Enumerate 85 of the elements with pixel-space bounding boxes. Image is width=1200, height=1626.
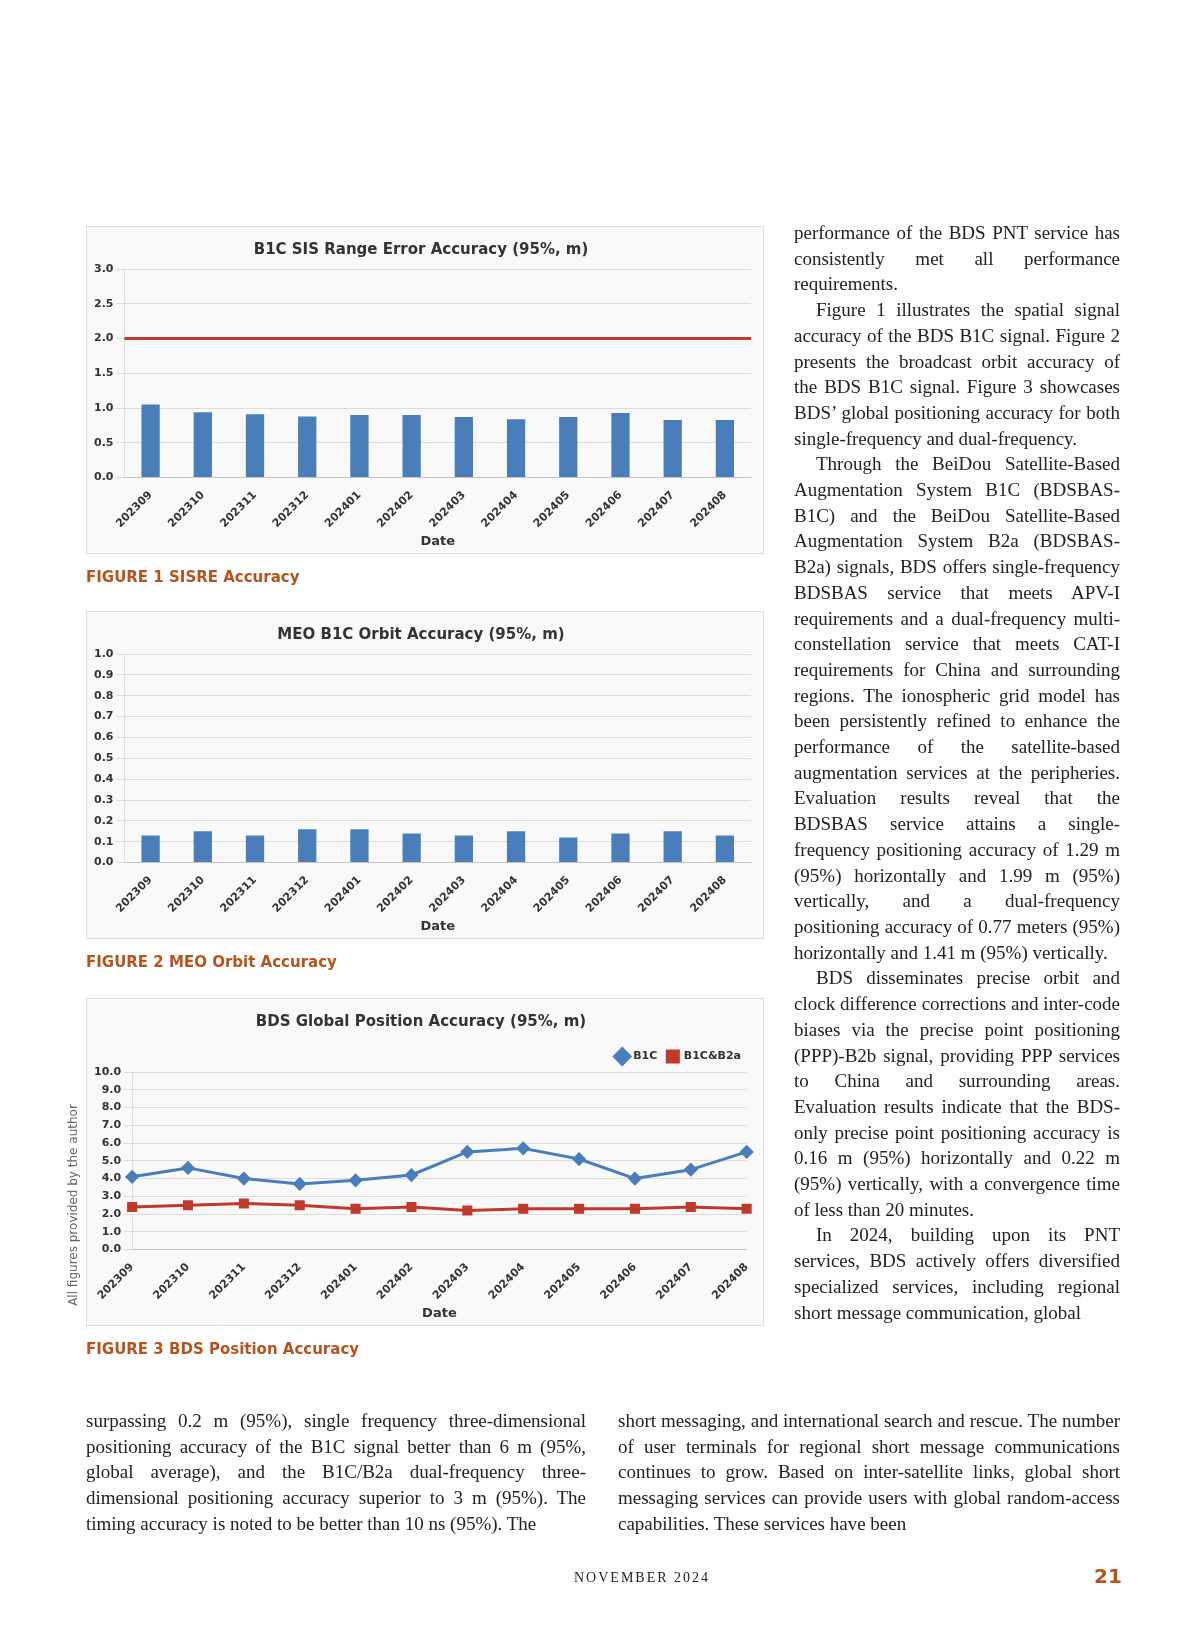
y-tick-label: 0.7 [93, 709, 114, 723]
y-tick-label: 9.0 [101, 1082, 122, 1096]
y-tick-label: 1.0 [101, 1224, 122, 1238]
bar [715, 419, 735, 478]
point [572, 1152, 586, 1166]
y-tick-label: 4.0 [101, 1171, 122, 1185]
point [127, 1201, 138, 1213]
y-tick-label: 0.6 [93, 730, 114, 744]
bar [141, 404, 160, 478]
bar [298, 416, 317, 478]
text: Through the BeiDou Satellite-Based Augmentation System B1C (BDSBAS-B1C) and the BeiDou Satellite-Based Augmentation System B2a (BDSBAS-B2a) signals, BDS offers single-frequency BDSBAS service that meets APV-I requirements and a dual-frequency multi-constellation service that meets CAT-I requirements for China and surrounding regions. The ionospheric grid model has been persistently refined to enhance the performance of the satellite-based augmentation services at the peripheries. Evaluation results reveal that the BDSBAS service attains a single-frequency positioning accuracy of 1.29 m (95%) horizontally and 1.99 m (95%) vertically, and a dual-frequency positioning accuracy of 0.77 meters (95%) horizontally and 1.41 m (95%) vertically. [794, 453, 1120, 963]
y-tick-label: 2.5 [93, 296, 114, 310]
point [181, 1161, 195, 1175]
text: In 2024, building upon its PNT services, BDS actively offers diversified specialized services, including regional short message communication, global [794, 1223, 1120, 1325]
y-tick-label: 2.0 [101, 1206, 122, 1220]
point [404, 1168, 418, 1182]
legend-label: B1C&B2a [683, 1049, 742, 1063]
bar [193, 412, 212, 478]
y-tick-label: 0.9 [93, 667, 114, 681]
x-axis-title: Date [420, 917, 456, 933]
point [574, 1203, 585, 1214]
point [629, 1203, 640, 1214]
point [238, 1198, 249, 1209]
chart-title: BDS Global Position Accuracy (95%, m) [255, 1011, 587, 1030]
y-tick-label: 0.3 [93, 792, 114, 806]
bar [350, 415, 369, 478]
x-axis-title: Date [420, 532, 456, 548]
text: performance of the BDS PNT service has consistently met all performance requirements. [794, 221, 1120, 297]
caption: Figure 1 illustrates the spatial signal accuracy of the BDS B1C signal. Figure 2 presents the broadcast orbit accuracy of the BDS B1C signal. Figure 3 showcases BDS’ global positioning accuracy for both single-frequency and dual-frequency. [794, 298, 1120, 451]
point [462, 1205, 473, 1216]
y-tick-label: 0.8 [93, 688, 114, 702]
bar [506, 419, 526, 478]
text: All figures provided by the author [66, 1103, 80, 1308]
y-tick-label: 3.0 [93, 261, 114, 275]
point [460, 1145, 474, 1159]
y-tick-label: 0.2 [93, 813, 114, 827]
y-tick-label: 7.0 [101, 1118, 122, 1132]
text: short messaging, and international search and rescue. The number of user terminals for regional short message communications continues to grow. Based on inter-satellite links, global short messaging services can provide users with global random-access capabilities. These services have been [618, 1409, 1120, 1536]
y-tick-label: 1.5 [93, 366, 114, 380]
caption: FIGURE 2 MEO Orbit Accuracy [86, 953, 338, 971]
point [516, 1141, 530, 1155]
y-tick-label: 0.1 [93, 834, 114, 848]
point [350, 1203, 361, 1214]
y-tick-label: 8.0 [101, 1100, 122, 1114]
point [237, 1172, 251, 1186]
bar [559, 417, 578, 478]
y-tick-label: 0.5 [93, 435, 114, 449]
text: 21 [1094, 1564, 1122, 1588]
y-tick-label: 0.0 [93, 470, 114, 484]
legend-label: B1C [633, 1049, 658, 1063]
text: surpassing 0.2 m (95%), single frequency three-dimensional positioning accuracy of the B1C signal better than 6 m (95%, global average), and the B1C/B2a dual-frequency three-dimensional positioning accuracy superior to 3 m (95%). The timing accuracy is noted to be better than 10 ns (95%). The [86, 1409, 586, 1536]
point [685, 1201, 696, 1213]
y-tick-label: 0.0 [101, 1242, 122, 1256]
y-tick-label: 1.0 [93, 646, 114, 660]
bar [454, 417, 473, 478]
x-axis-title: Date [422, 1304, 457, 1320]
bar [611, 412, 630, 478]
bar [245, 414, 265, 478]
chart-title: B1C SIS Range Error Accuracy (95%, m) [253, 239, 589, 258]
caption: FIGURE 3 BDS Position Accuracy [86, 1340, 361, 1358]
y-tick-label: 0.5 [93, 751, 114, 765]
point [628, 1172, 642, 1186]
point [406, 1201, 417, 1213]
point [349, 1173, 363, 1187]
caption: FIGURE 1 SISRE Accuracy [86, 568, 301, 586]
point [684, 1163, 698, 1177]
text: BDS disseminates precise orbit and clock difference corrections and inter-code biases via the precise point positioning (PPP)-B2b signal, providing PPP services to China and surrounding areas. Evaluation results indicate that the BDS-only precise point positioning accuracy is 0.16 m (95%) horizontally and 0.22 m (95%) vertically, with a convergence time of less than 20 minutes. [794, 967, 1120, 1220]
y-tick-label: 0.4 [93, 772, 114, 786]
y-tick-label: 3.0 [101, 1189, 122, 1203]
bar [663, 419, 682, 478]
y-tick-label: 5.0 [101, 1153, 122, 1167]
y-tick-label: 2.0 [93, 331, 114, 345]
bar [402, 415, 421, 478]
y-tick-label: 6.0 [101, 1135, 122, 1149]
y-tick-label: 10.0 [94, 1064, 122, 1078]
y-tick-label: 1.0 [93, 400, 114, 414]
text: NOVEMBER 2024 [574, 1570, 711, 1586]
y-tick-label: 0.0 [93, 855, 114, 869]
point [293, 1177, 307, 1191]
point [740, 1145, 754, 1159]
point [741, 1203, 752, 1214]
point [294, 1200, 305, 1211]
point [518, 1203, 529, 1214]
chart-title: MEO B1C Orbit Accuracy (95%, m) [277, 624, 565, 643]
point [182, 1200, 194, 1211]
